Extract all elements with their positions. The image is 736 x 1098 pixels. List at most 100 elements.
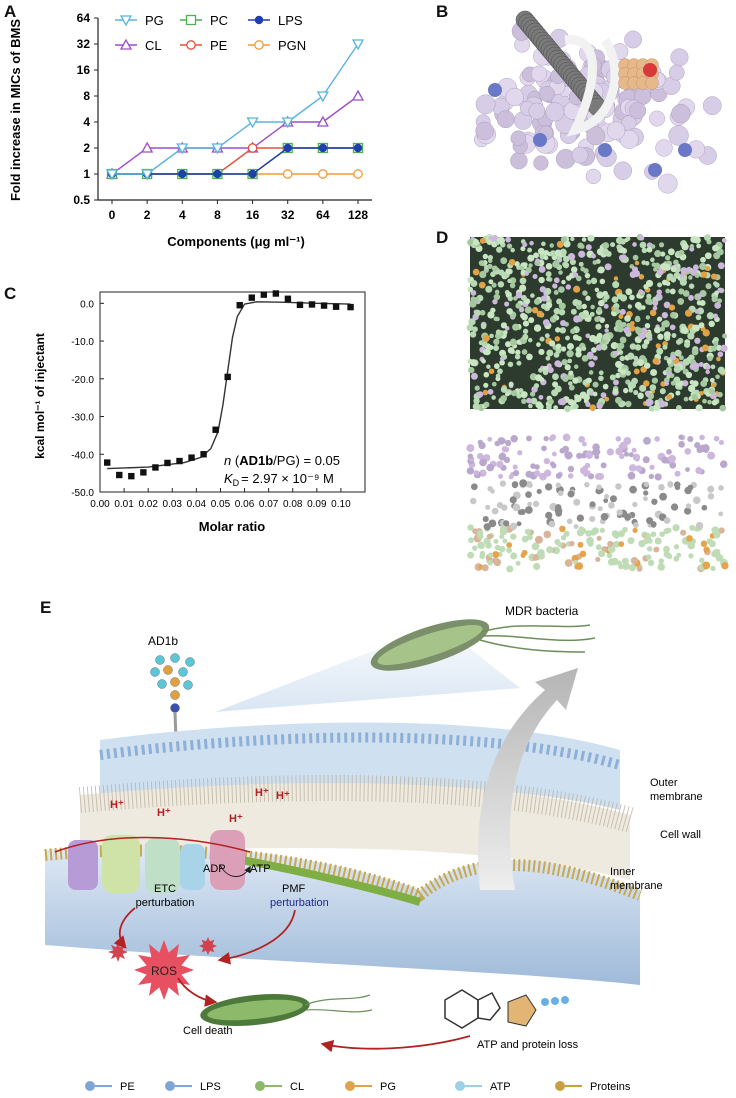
x-tick-label: 0.07 <box>259 499 279 510</box>
legend-item-label: PG <box>380 1081 396 1093</box>
proton-label: H⁺ <box>229 813 243 825</box>
data-point <box>141 141 154 153</box>
x-tick-label: 4 <box>179 208 186 222</box>
data-point <box>347 303 354 311</box>
x-tick-label: 0.08 <box>283 499 303 510</box>
legend-item-label: CL <box>290 1081 304 1093</box>
series-line <box>111 95 359 175</box>
data-point <box>254 40 264 50</box>
x-tick-label: 0.02 <box>138 499 158 510</box>
legend-item-label: Proteins <box>590 1081 631 1093</box>
mdr-bacterium-illustration <box>370 619 596 671</box>
y-axis-label: Fold increase in MICs of BMS <box>8 19 23 201</box>
panel-label-d: D <box>436 228 449 247</box>
data-point <box>318 169 328 179</box>
y-tick-label: -40.0 <box>71 450 94 461</box>
data-point <box>272 290 280 297</box>
data-point <box>296 301 304 309</box>
data-point <box>318 143 328 153</box>
data-point <box>260 291 268 298</box>
x-tick-label: 0.05 <box>211 499 231 510</box>
legend-label: PG <box>145 13 164 28</box>
data-point <box>282 169 293 179</box>
data-point <box>308 301 316 308</box>
etc-label: ETC <box>154 883 176 895</box>
data-point <box>176 457 183 465</box>
proton-label: H⁺ <box>110 799 124 811</box>
x-axis-label: Components (μg ml⁻¹) <box>167 234 305 249</box>
y-tick-label: -50.0 <box>71 488 94 499</box>
efflux-arrow <box>478 668 578 890</box>
pmf-label: PMF <box>282 883 306 895</box>
kd-symbol: K <box>224 471 234 486</box>
kd-subscript: D <box>233 478 240 488</box>
data-point <box>351 89 365 101</box>
data-point <box>213 169 222 179</box>
fit-curve <box>107 301 351 470</box>
y-tick-label: 2 <box>83 141 90 155</box>
molecular-docking-image <box>474 10 722 194</box>
data-point <box>119 15 133 27</box>
legend-label: PE <box>210 38 228 53</box>
x-tick-label: 0.00 <box>90 499 110 510</box>
y-axis-label: kcal mol⁻¹ of injectant <box>33 333 47 459</box>
data-point <box>246 117 259 129</box>
x-tick-label: 0.10 <box>331 499 351 510</box>
data-point <box>316 91 329 103</box>
data-point <box>236 302 243 309</box>
inner-membrane-label: Inner <box>610 866 635 878</box>
membrane-simulation-images <box>466 233 729 573</box>
data-point <box>224 373 231 381</box>
data-point <box>119 38 133 50</box>
proton-label: H⁺ <box>276 790 290 802</box>
ad1b-molecule-icon <box>150 653 195 741</box>
y-tick-label: 64 <box>77 11 91 25</box>
adp-label: ADP <box>203 863 226 875</box>
mechanism-schematic: AD1b MDR bacteria H⁺ H⁺ H⁺ H⁺ H⁺ Outer m… <box>44 604 703 1093</box>
x-tick-label: 0.03 <box>163 499 183 510</box>
atp-molecule-icon <box>444 989 569 1029</box>
inner-membrane-label2: membrane <box>610 880 663 892</box>
x-tick-label: 2 <box>144 208 151 222</box>
data-point <box>152 464 159 471</box>
panel-label-e: E <box>40 598 52 617</box>
ros-label: ROS <box>151 964 177 978</box>
data-point <box>178 169 187 179</box>
ratio-text: /PG) = 0.05 <box>273 453 340 468</box>
y-tick-label: 16 <box>77 63 91 77</box>
x-tick-label: 0.09 <box>307 499 327 510</box>
data-point <box>353 143 363 153</box>
data-point <box>141 169 154 181</box>
data-point <box>248 169 257 179</box>
data-point <box>164 459 171 467</box>
y-tick-label: -10.0 <box>71 337 94 348</box>
y-tick-label: 0.0 <box>80 299 94 310</box>
kd-annotation: KD = 2.97 × 10⁻⁹ M <box>224 471 334 488</box>
legend: PG PC LPS CL PE PGN <box>115 13 306 53</box>
y-tick-label: -30.0 <box>71 413 94 424</box>
series-line <box>112 43 359 175</box>
plot-frame <box>99 291 366 493</box>
data-point <box>283 143 292 153</box>
x-tick-label: 32 <box>281 208 295 222</box>
y-tick-label: 1 <box>83 167 90 181</box>
atp-label: ATP <box>250 863 271 875</box>
kd-value: = 2.97 × 10⁻⁹ M <box>241 471 334 486</box>
data-point <box>176 143 189 155</box>
data-point <box>128 472 135 480</box>
x-tick-label: 0.04 <box>187 499 207 510</box>
data-point <box>247 143 258 153</box>
atp-loss-label: ATP and protein loss <box>477 1039 579 1051</box>
data-point <box>316 115 329 127</box>
compound-name: AD1b <box>239 453 273 468</box>
pmf-perturbation-label: perturbation <box>270 897 329 909</box>
component-legend: PE LPS CL PG ATP Proteins <box>85 1081 631 1093</box>
x-tick-label: 0.06 <box>235 499 255 510</box>
data-point <box>320 302 328 309</box>
etc-protein-complexes <box>54 830 251 893</box>
legend-item-label: ATP <box>490 1081 511 1093</box>
data-point <box>353 169 363 179</box>
data-point <box>254 15 264 25</box>
x-tick-label: 64 <box>316 208 330 222</box>
data-point <box>186 40 196 50</box>
